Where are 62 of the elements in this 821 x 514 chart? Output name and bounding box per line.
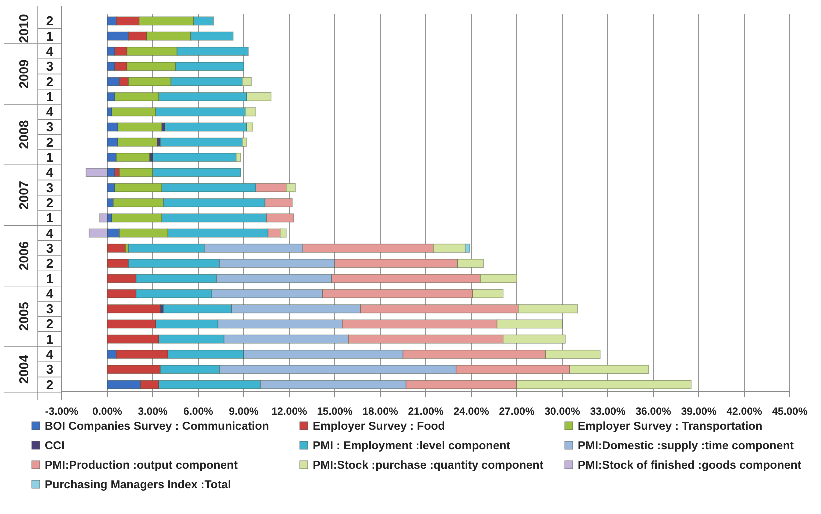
y-tick-label: 2 [46,196,54,210]
y-tick-label: 4 [46,104,54,120]
y-tick-label: 4 [46,347,54,362]
y-tick-label: 1 [46,150,54,166]
text: 2010 [16,14,32,44]
text: 2009 [16,60,32,89]
text: 2006 [16,242,32,270]
x-tick-label: 12.00% [272,406,308,418]
legend-label: PMI:Production :output component [45,460,238,472]
bar [107,244,126,253]
legend-label: PMI:Stock :purchase :quantity component [313,460,544,472]
y-tick-label: 1 [46,28,54,44]
legend-label: PMI:Domestic :supply :time component [578,440,794,452]
y-tick-label: 3 [46,362,54,378]
y-tick-label: 3 [46,59,54,74]
x-tick-label: 36.00% [636,406,672,418]
y-tick-label: 3 [46,302,54,317]
legend-label: Employer Survey : Transportation [578,421,763,433]
text: 2007 [16,180,32,210]
legend-label: CCI [45,440,65,452]
x-tick-label: 39.00% [681,406,718,418]
x-tick-label: 0.00% [92,406,124,418]
x-tick-label: 15.00% [317,406,354,418]
y-tick-label: 4 [46,226,54,241]
y-tick-label: 3 [46,180,54,196]
legend-label: PMI:Stock of finished :goods component [578,460,802,472]
y-tick-label: 4 [46,44,54,59]
x-tick-label: 27.00% [499,406,536,418]
x-tick-label: 3.00% [138,406,169,418]
x-tick-label: 30.00% [544,406,581,418]
y-tick-label: 2 [46,377,54,392]
x-tick-label: 45.00% [772,406,808,418]
y-tick-label: 3 [46,120,54,135]
x-tick-label: 33.00% [590,406,626,418]
y-tick-label: 2 [46,134,54,150]
y-tick-label: 2 [46,256,54,272]
text: 2005 [16,302,32,332]
text: 2008 [16,120,32,150]
y-tick-label: 2 [46,74,54,90]
y-tick-label: 3 [46,240,54,256]
y-tick-label: 2 [46,14,54,29]
y-tick-label: 4 [46,165,54,180]
text: 2004 [16,354,32,384]
x-tick-label: 24.00% [454,406,490,418]
legend-label: PMI : Employment :level component [313,440,511,452]
x-tick-label: 18.00% [362,406,399,418]
y-tick-label: 1 [46,210,54,226]
x-tick-label: 6.00% [184,406,214,418]
y-tick-label: 1 [46,332,54,347]
y-tick-label: 1 [46,271,54,286]
bar [107,304,161,314]
bar [100,214,108,223]
legend-label: BOI Companies Survey : Communication [45,421,270,433]
y-tick-label: 2 [46,316,54,332]
legend-label: Employer Survey : Food [313,421,446,433]
x-tick-label: -3.00% [45,406,80,418]
x-tick-label: 21.00% [408,406,444,418]
x-tick-label: 42.00% [726,406,763,418]
y-tick-label: 4 [46,286,54,302]
y-tick-label: 1 [46,89,54,104]
x-tick-label: 9.00% [229,406,260,418]
legend-label: Purchasing Managers Index :Total [45,480,232,492]
